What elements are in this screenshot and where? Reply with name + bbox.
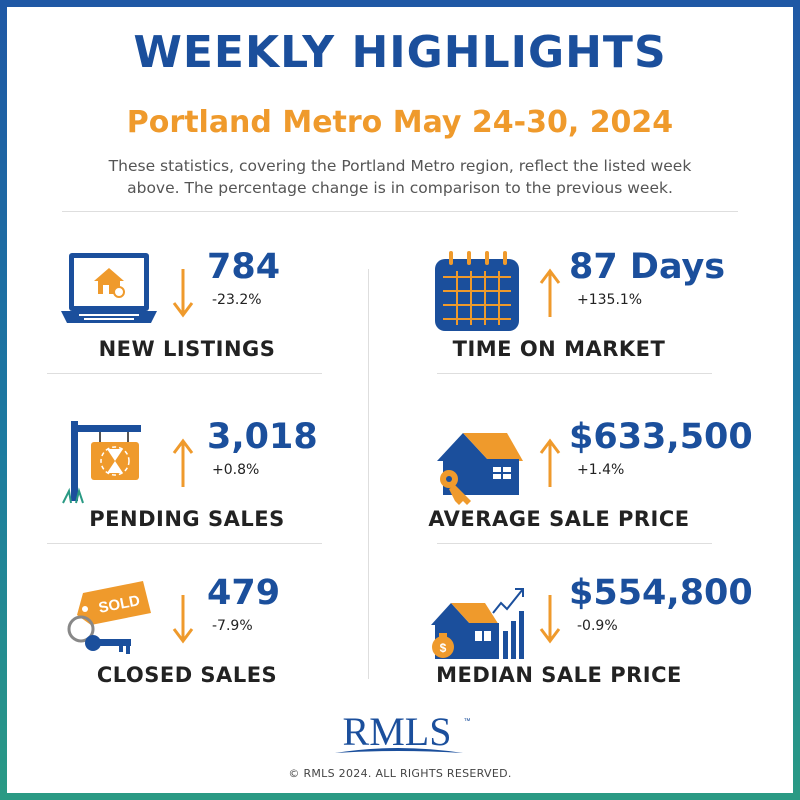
- page-title: WEEKLY HIGHLIGHTS: [133, 27, 667, 78]
- left-divider-2: [47, 543, 322, 544]
- hourglass-sign-icon: [62, 421, 141, 504]
- stat-change: +135.1%: [577, 292, 643, 308]
- stat-value: 87 Days: [569, 247, 726, 287]
- highlights-card: WEEKLY HIGHLIGHTS Portland Metro May 24-…: [7, 7, 793, 793]
- vertical-divider: [368, 269, 369, 679]
- svg-text:$: $: [440, 641, 447, 655]
- stat-value: $554,800: [569, 573, 753, 613]
- sold-tag-keys-icon: SOLD: [67, 581, 151, 654]
- stat-label: NEW LISTINGS: [98, 337, 276, 361]
- stat-value: 784: [207, 247, 281, 287]
- stat-average-sale-price: $633,500 +1.4% AVERAGE SALE PRICE: [369, 399, 752, 564]
- calendar-icon: [435, 251, 519, 331]
- arrow-up-icon: [172, 438, 194, 487]
- stat-label: MEDIAN SALE PRICE: [436, 663, 682, 687]
- arrow-up-icon: [539, 268, 561, 317]
- stat-new-listings: 784 -23.2% NEW LISTINGS: [7, 229, 367, 394]
- logo-trademark: ™: [464, 718, 471, 725]
- stat-change: -0.9%: [577, 618, 618, 634]
- stat-change: -23.2%: [212, 292, 262, 308]
- stat-label: PENDING SALES: [89, 507, 285, 531]
- house-key-icon: [437, 433, 523, 505]
- stat-change: -7.9%: [212, 618, 253, 634]
- stat-change: +1.4%: [577, 462, 625, 478]
- logo-text: RMLS: [343, 709, 452, 754]
- right-divider-1: [437, 373, 712, 374]
- laptop-house-icon: [61, 253, 157, 323]
- left-divider-1: [47, 373, 322, 374]
- stat-change: +0.8%: [212, 462, 260, 478]
- stat-label: TIME ON MARKET: [452, 337, 666, 361]
- house-chart-icon: $: [431, 588, 524, 659]
- stat-label: CLOSED SALES: [96, 663, 278, 687]
- arrow-down-icon: [539, 595, 561, 644]
- page-subtitle: Portland Metro May 24-30, 2024: [126, 105, 674, 140]
- top-divider: [62, 211, 738, 212]
- rmls-logo: RMLS ™: [335, 709, 471, 754]
- right-divider-2: [437, 543, 712, 544]
- stat-value: 3,018: [207, 417, 318, 457]
- stat-closed-sales: SOLD 479 -7.9% CLOSED SALES: [7, 555, 367, 720]
- stat-value: $633,500: [569, 417, 753, 457]
- stat-pending-sales: 3,018 +0.8% PENDING SALES: [7, 399, 367, 564]
- description-line-2: above. The percentage change is in compa…: [127, 179, 673, 197]
- arrow-up-icon: [539, 438, 561, 487]
- copyright: © RMLS 2024. ALL RIGHTS RESERVED.: [288, 767, 512, 780]
- stat-value: 479: [207, 573, 281, 613]
- description-line-1: These statistics, covering the Portland …: [108, 157, 692, 175]
- arrow-down-icon: [172, 269, 194, 318]
- arrow-down-icon: [172, 595, 194, 644]
- stat-median-sale-price: $ $554,800 -0.9% MEDIAN SALE PRICE: [369, 555, 753, 720]
- stat-time-on-market: 87 Days +135.1% TIME ON MARKET: [369, 229, 729, 394]
- description: These statistics, covering the Portland …: [27, 155, 773, 199]
- stat-label: AVERAGE SALE PRICE: [428, 507, 690, 531]
